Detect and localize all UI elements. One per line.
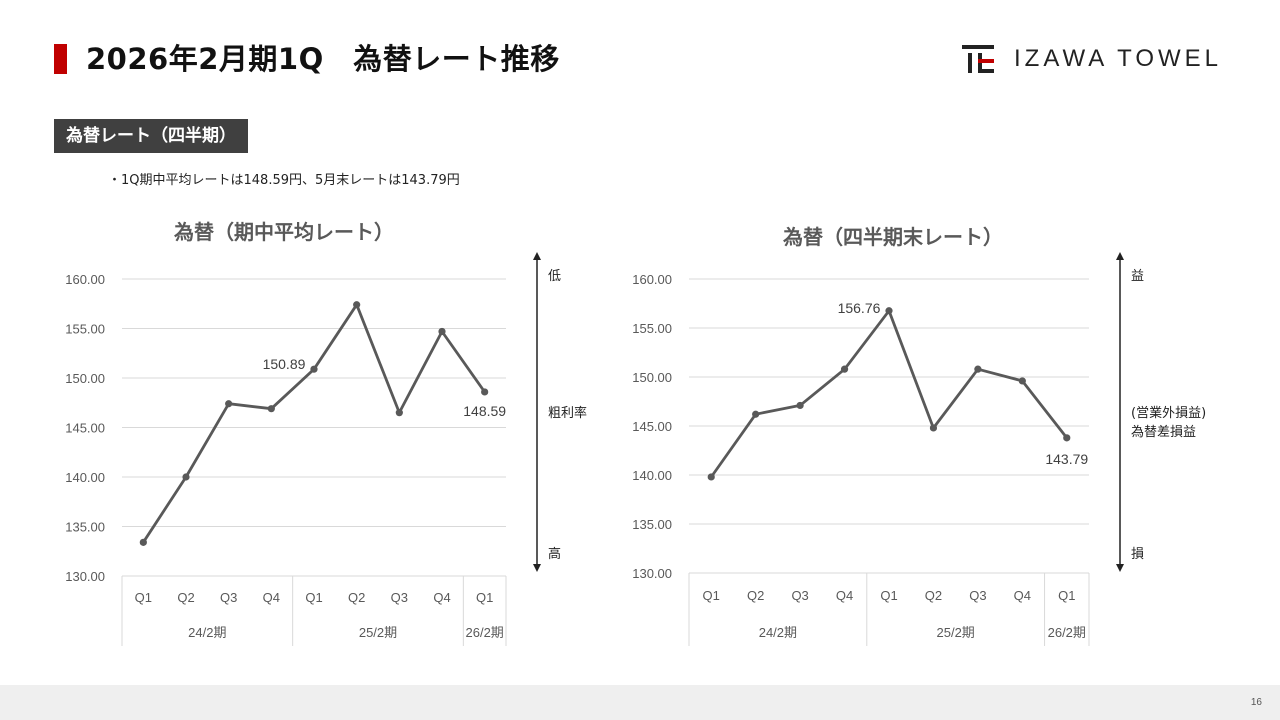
arrow-up-icon (1116, 252, 1124, 260)
y-tick-label: 135.00 (65, 520, 105, 535)
y-tick-label: 130.00 (65, 569, 105, 584)
y-tick-label: 145.00 (632, 419, 672, 434)
side-axis-bottom-label: 高 (548, 546, 561, 562)
data-point (885, 307, 893, 315)
data-label: 148.59 (463, 403, 506, 419)
data-point (752, 410, 760, 418)
x-group-label: 24/2期 (759, 625, 797, 640)
x-tick-label: Q2 (925, 588, 942, 603)
data-point (840, 365, 849, 373)
title-accent-bar (54, 44, 67, 74)
page-number: 16 (1250, 697, 1262, 708)
y-tick-label: 155.00 (65, 322, 105, 337)
logo-mark-icon (962, 45, 994, 73)
summary-bullet: ・1Q期中平均レートは148.59円、5月末レートは143.79円 (108, 173, 460, 188)
arrow-up-icon (533, 252, 541, 260)
data-point (139, 538, 147, 546)
data-point (707, 473, 715, 481)
data-label: 156.76 (838, 300, 881, 316)
y-tick-label: 160.00 (632, 272, 672, 287)
x-group-label: 25/2期 (937, 625, 975, 640)
x-tick-label: Q3 (391, 590, 408, 605)
data-point (1018, 377, 1026, 385)
x-tick-label: Q1 (703, 588, 720, 603)
side-axis-top-label: 益 (1131, 269, 1144, 284)
data-point (353, 301, 361, 309)
section-tag: 為替レート（四半期） (54, 119, 248, 153)
data-point (796, 401, 804, 410)
logo-text: IZAWA TOWEL (1014, 45, 1223, 72)
data-point (974, 365, 982, 373)
data-point (1063, 434, 1071, 442)
side-axis-top-label: 低 (548, 269, 561, 284)
data-point (310, 365, 318, 373)
y-tick-label: 135.00 (632, 517, 672, 532)
footer-bar (0, 685, 1280, 720)
x-tick-label: Q4 (263, 590, 280, 605)
company-logo: IZAWA TOWEL (962, 44, 1222, 74)
arrow-down-icon (1116, 564, 1124, 572)
y-tick-label: 150.00 (65, 371, 105, 386)
x-group-label: 24/2期 (188, 625, 226, 640)
y-tick-label: 145.00 (65, 421, 105, 436)
y-tick-label: 160.00 (65, 272, 105, 287)
x-tick-label: Q3 (220, 590, 237, 605)
data-point (438, 327, 446, 336)
x-tick-label: Q1 (135, 590, 152, 605)
x-tick-label: Q1 (476, 590, 493, 605)
y-tick-label: 140.00 (65, 470, 105, 485)
x-tick-label: Q1 (305, 590, 322, 605)
data-point (182, 473, 190, 481)
data-point (267, 405, 275, 413)
series-line (710, 309, 1068, 478)
side-axis-bottom-label: 損 (1131, 547, 1144, 562)
x-tick-label: Q1 (880, 588, 897, 603)
chart-title: 為替（四半期末レート） (783, 225, 1003, 249)
x-tick-label: Q2 (747, 588, 764, 603)
data-label: 150.89 (263, 356, 306, 372)
data-point (395, 409, 403, 417)
x-group-label: 26/2期 (1048, 625, 1086, 640)
x-group-label: 25/2期 (359, 625, 397, 640)
x-tick-label: Q4 (433, 590, 450, 605)
x-tick-label: Q3 (791, 588, 808, 603)
data-point (929, 424, 938, 432)
x-tick-label: Q2 (177, 590, 194, 605)
x-tick-label: Q4 (1014, 588, 1031, 603)
y-tick-label: 130.00 (632, 566, 672, 581)
data-label: 143.79 (1045, 451, 1088, 467)
data-point (481, 388, 489, 396)
series-line (142, 303, 486, 544)
y-tick-label: 140.00 (632, 468, 672, 483)
arrow-down-icon (533, 564, 541, 572)
side-axis-middle-label: 粗利率 (548, 405, 587, 421)
x-tick-label: Q4 (836, 588, 853, 603)
page-title: 2026年2月期1Q 為替レート推移 (86, 42, 560, 76)
data-point (225, 400, 233, 408)
x-tick-label: Q2 (348, 590, 365, 605)
y-tick-label: 150.00 (632, 370, 672, 385)
x-tick-label: Q1 (1058, 588, 1075, 603)
x-group-label: 26/2期 (466, 625, 504, 640)
x-tick-label: Q3 (969, 588, 986, 603)
y-tick-label: 155.00 (632, 321, 672, 336)
chart-title: 為替（期中平均レート） (174, 220, 394, 244)
side-axis-middle-label: (営業外損益) (1131, 405, 1206, 421)
side-axis-middle-label: 為替差損益 (1131, 424, 1196, 440)
